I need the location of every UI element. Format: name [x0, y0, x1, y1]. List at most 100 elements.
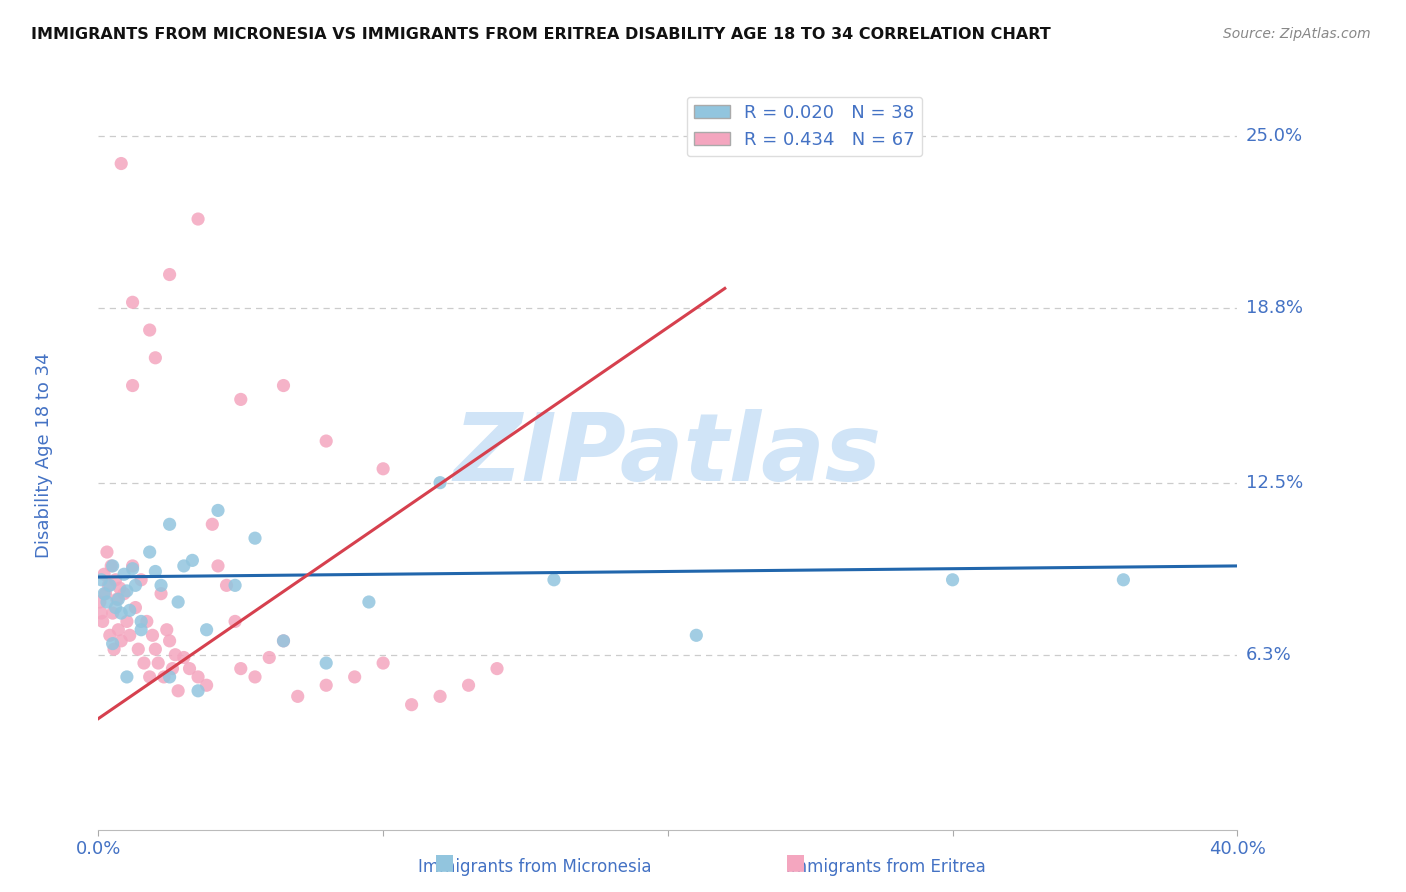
Point [89, 595, 111, 609]
Point [124, 578, 146, 592]
Point [121, 558, 143, 573]
Point [224, 578, 246, 592]
Point [543, 573, 565, 587]
Point [486, 662, 509, 676]
Point [373, 656, 395, 670]
Point [138, 545, 160, 559]
Point [107, 623, 129, 637]
Point [207, 503, 229, 517]
Point [103, 642, 125, 657]
Text: 18.8%: 18.8% [1246, 299, 1303, 317]
Point [167, 595, 190, 609]
Point [457, 678, 479, 692]
Point [145, 351, 167, 365]
Text: 12.5%: 12.5% [1246, 474, 1303, 491]
Point [685, 628, 707, 642]
Point [224, 615, 246, 629]
Text: ■: ■ [434, 853, 454, 872]
Point [138, 323, 160, 337]
Point [162, 662, 184, 676]
Point [207, 558, 229, 573]
Point [107, 592, 129, 607]
Point [96, 545, 118, 559]
Point [104, 600, 127, 615]
Point [273, 633, 295, 648]
Point [273, 378, 295, 392]
Point [156, 623, 179, 637]
Point [97, 578, 120, 592]
Point [110, 633, 132, 648]
Point [105, 592, 128, 607]
Point [315, 656, 337, 670]
Point [287, 690, 309, 704]
Point [91, 615, 114, 629]
Point [98, 578, 121, 592]
Point [121, 378, 143, 392]
Point [259, 650, 281, 665]
Point [401, 698, 423, 712]
Point [115, 670, 138, 684]
Point [215, 578, 238, 592]
Point [145, 642, 167, 657]
Point [229, 392, 252, 407]
Text: 25.0%: 25.0% [1246, 127, 1303, 145]
Point [179, 662, 201, 676]
Point [93, 587, 115, 601]
Point [110, 156, 132, 170]
Text: Immigrants from Eritrea: Immigrants from Eritrea [786, 858, 986, 876]
Point [129, 623, 152, 637]
Point [315, 678, 337, 692]
Point [121, 562, 143, 576]
Text: ■: ■ [786, 853, 806, 872]
Point [101, 637, 124, 651]
Point [195, 678, 218, 692]
Point [150, 578, 173, 592]
Point [135, 615, 157, 629]
Point [1112, 573, 1135, 587]
Point [101, 558, 124, 573]
Point [110, 606, 132, 620]
Point [173, 650, 195, 665]
Point [195, 623, 218, 637]
Point [173, 558, 195, 573]
Point [129, 573, 152, 587]
Point [187, 670, 209, 684]
Point [181, 553, 204, 567]
Point [115, 583, 138, 598]
Point [90, 573, 112, 587]
Point [90, 606, 112, 620]
Point [118, 603, 141, 617]
Point [124, 600, 146, 615]
Text: IMMIGRANTS FROM MICRONESIA VS IMMIGRANTS FROM ERITREA DISABILITY AGE 18 TO 34 CO: IMMIGRANTS FROM MICRONESIA VS IMMIGRANTS… [31, 27, 1050, 42]
Text: 6.3%: 6.3% [1246, 646, 1292, 664]
Point [165, 648, 187, 662]
Point [112, 587, 135, 601]
Point [429, 475, 451, 490]
Point [243, 531, 266, 545]
Point [243, 670, 266, 684]
Point [373, 462, 395, 476]
Point [229, 662, 252, 676]
Point [153, 670, 176, 684]
Point [96, 595, 118, 609]
Text: Immigrants from Micronesia: Immigrants from Micronesia [418, 858, 651, 876]
Point [942, 573, 965, 587]
Point [159, 633, 181, 648]
Point [127, 642, 149, 657]
Point [112, 567, 135, 582]
Point [101, 606, 124, 620]
Point [159, 517, 181, 532]
Point [145, 565, 167, 579]
Text: ZIPatlas: ZIPatlas [454, 409, 882, 501]
Point [159, 670, 181, 684]
Point [148, 656, 170, 670]
Point [129, 615, 152, 629]
Point [357, 595, 380, 609]
Point [100, 558, 122, 573]
Point [138, 670, 160, 684]
Point [159, 268, 181, 282]
Point [343, 670, 366, 684]
Point [94, 587, 117, 601]
Point [201, 517, 224, 532]
Text: Disability Age 18 to 34: Disability Age 18 to 34 [35, 352, 53, 558]
